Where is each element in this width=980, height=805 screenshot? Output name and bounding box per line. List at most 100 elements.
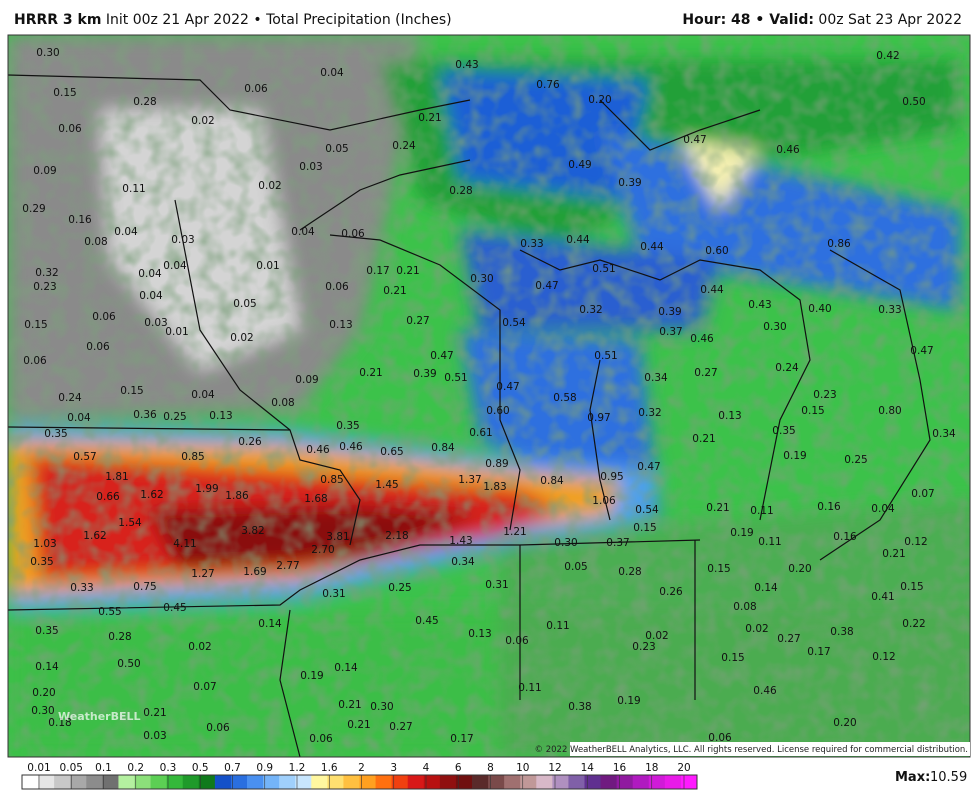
precip-value: 0.15	[707, 563, 730, 575]
precip-value: 1.86	[225, 490, 249, 502]
precip-value: 0.60	[486, 405, 509, 417]
colorbar-swatch	[536, 775, 553, 789]
colorbar-tick-label: 1.2	[289, 762, 306, 774]
precip-value: 0.38	[568, 701, 591, 713]
precip-value: 0.21	[396, 265, 419, 277]
precip-value: 0.19	[730, 527, 753, 539]
precip-value: 0.03	[299, 161, 322, 173]
colorbar-tick-label: 0.7	[224, 762, 241, 774]
valid-bold: Hour: 48 • Valid:	[682, 12, 814, 28]
precip-value: 1.62	[83, 530, 106, 542]
precip-value: 0.19	[300, 670, 323, 682]
precip-value: 0.37	[606, 537, 629, 549]
precip-value: 1.54	[118, 517, 142, 529]
precip-value: 0.05	[325, 143, 348, 155]
precip-value: 0.28	[618, 566, 641, 578]
precip-value: 0.43	[748, 299, 771, 311]
precip-value: 0.39	[658, 306, 681, 318]
precip-value: 0.30	[370, 701, 393, 713]
precip-value: 0.14	[258, 618, 282, 630]
colorbar-swatch	[214, 775, 232, 789]
precip-value: 1.21	[503, 526, 526, 538]
precip-value: 0.21	[359, 367, 382, 379]
colorbar-swatch	[616, 775, 634, 789]
colorbar-tick-label: 3	[390, 762, 397, 774]
precip-value: 0.13	[718, 410, 741, 422]
precip-value: 0.45	[415, 615, 438, 627]
precip-value: 0.03	[171, 234, 194, 246]
precip-value: 0.16	[68, 214, 92, 226]
colorbar-tick-label: 8	[487, 762, 494, 774]
colorbar-swatch	[134, 775, 152, 789]
colorbar-swatch	[520, 775, 537, 789]
precip-value: 0.04	[138, 268, 162, 280]
precip-value: 1.43	[449, 535, 472, 547]
precip-field	[8, 35, 970, 757]
colorbar-swatch	[54, 775, 71, 789]
precip-value: 0.25	[844, 454, 867, 466]
colorbar-swatch	[504, 775, 521, 789]
precip-value: 0.08	[733, 601, 756, 613]
precip-value: 0.20	[32, 687, 55, 699]
precip-value: 0.14	[35, 661, 59, 673]
precip-value: 0.44	[700, 284, 724, 296]
precip-value: 0.03	[143, 730, 166, 742]
precip-value: 0.75	[133, 581, 156, 593]
precip-value: 0.06	[206, 722, 230, 734]
precip-value: 0.11	[758, 536, 781, 548]
precip-value: 1.03	[33, 538, 56, 550]
precip-value: 0.31	[322, 588, 345, 600]
precip-value: 1.68	[304, 493, 327, 505]
precip-value: 0.06	[23, 355, 47, 367]
precip-value: 0.25	[388, 582, 411, 594]
colorbar-swatch	[648, 775, 666, 789]
precip-value: 0.46	[776, 144, 800, 156]
colorbar-swatch	[568, 775, 585, 789]
precip-value: 0.44	[566, 234, 590, 246]
precip-value: 0.15	[721, 652, 744, 664]
precip-value: 0.04	[291, 226, 315, 238]
model: HRRR 3 km	[14, 12, 102, 28]
precip-value: 0.04	[139, 290, 163, 302]
colorbar-swatch	[680, 775, 698, 789]
precip-value: 0.23	[33, 281, 56, 293]
precip-value: 0.21	[418, 112, 441, 124]
colorbar-swatch	[632, 775, 650, 789]
precip-value: 0.21	[706, 502, 729, 514]
precip-value: 0.35	[44, 428, 67, 440]
precip-value: 1.99	[195, 483, 218, 495]
colorbar-tick-label: 14	[581, 762, 595, 774]
precip-value: 0.13	[329, 319, 352, 331]
colorbar-frame	[21, 774, 698, 790]
precip-value: 0.24	[775, 362, 799, 374]
precip-value: 0.01	[256, 260, 279, 272]
precip-value: 0.27	[694, 367, 717, 379]
precip-value: 0.32	[579, 304, 602, 316]
precip-value: 0.47	[637, 461, 660, 473]
precip-value: 0.33	[878, 304, 901, 316]
precip-value: 0.23	[813, 389, 836, 401]
precip-value: 0.30	[554, 537, 577, 549]
colorbar-swatch	[423, 775, 441, 789]
precip-value: 0.21	[692, 433, 715, 445]
precip-value: 0.35	[772, 425, 795, 437]
precip-value: 0.47	[535, 280, 558, 292]
precip-value: 0.21	[383, 285, 406, 297]
colorbar-swatch	[391, 775, 409, 789]
precip-value: 0.41	[871, 591, 894, 603]
precip-value: 0.20	[833, 717, 856, 729]
precip-value: 0.46	[753, 685, 777, 697]
precip-value: 0.02	[258, 180, 281, 192]
precip-value: 0.03	[144, 317, 167, 329]
precip-value: 0.30	[36, 47, 59, 59]
precip-value: 0.25	[163, 411, 186, 423]
precip-value: 0.15	[53, 87, 76, 99]
colorbar-swatch	[359, 775, 377, 789]
colorbar-swatch	[182, 775, 200, 789]
precip-value: 0.28	[108, 631, 131, 643]
precip-value: 0.15	[801, 405, 824, 417]
precip-value: 0.97	[587, 412, 610, 424]
colorbar-swatch	[247, 775, 264, 789]
precip-value: 0.06	[341, 228, 365, 240]
